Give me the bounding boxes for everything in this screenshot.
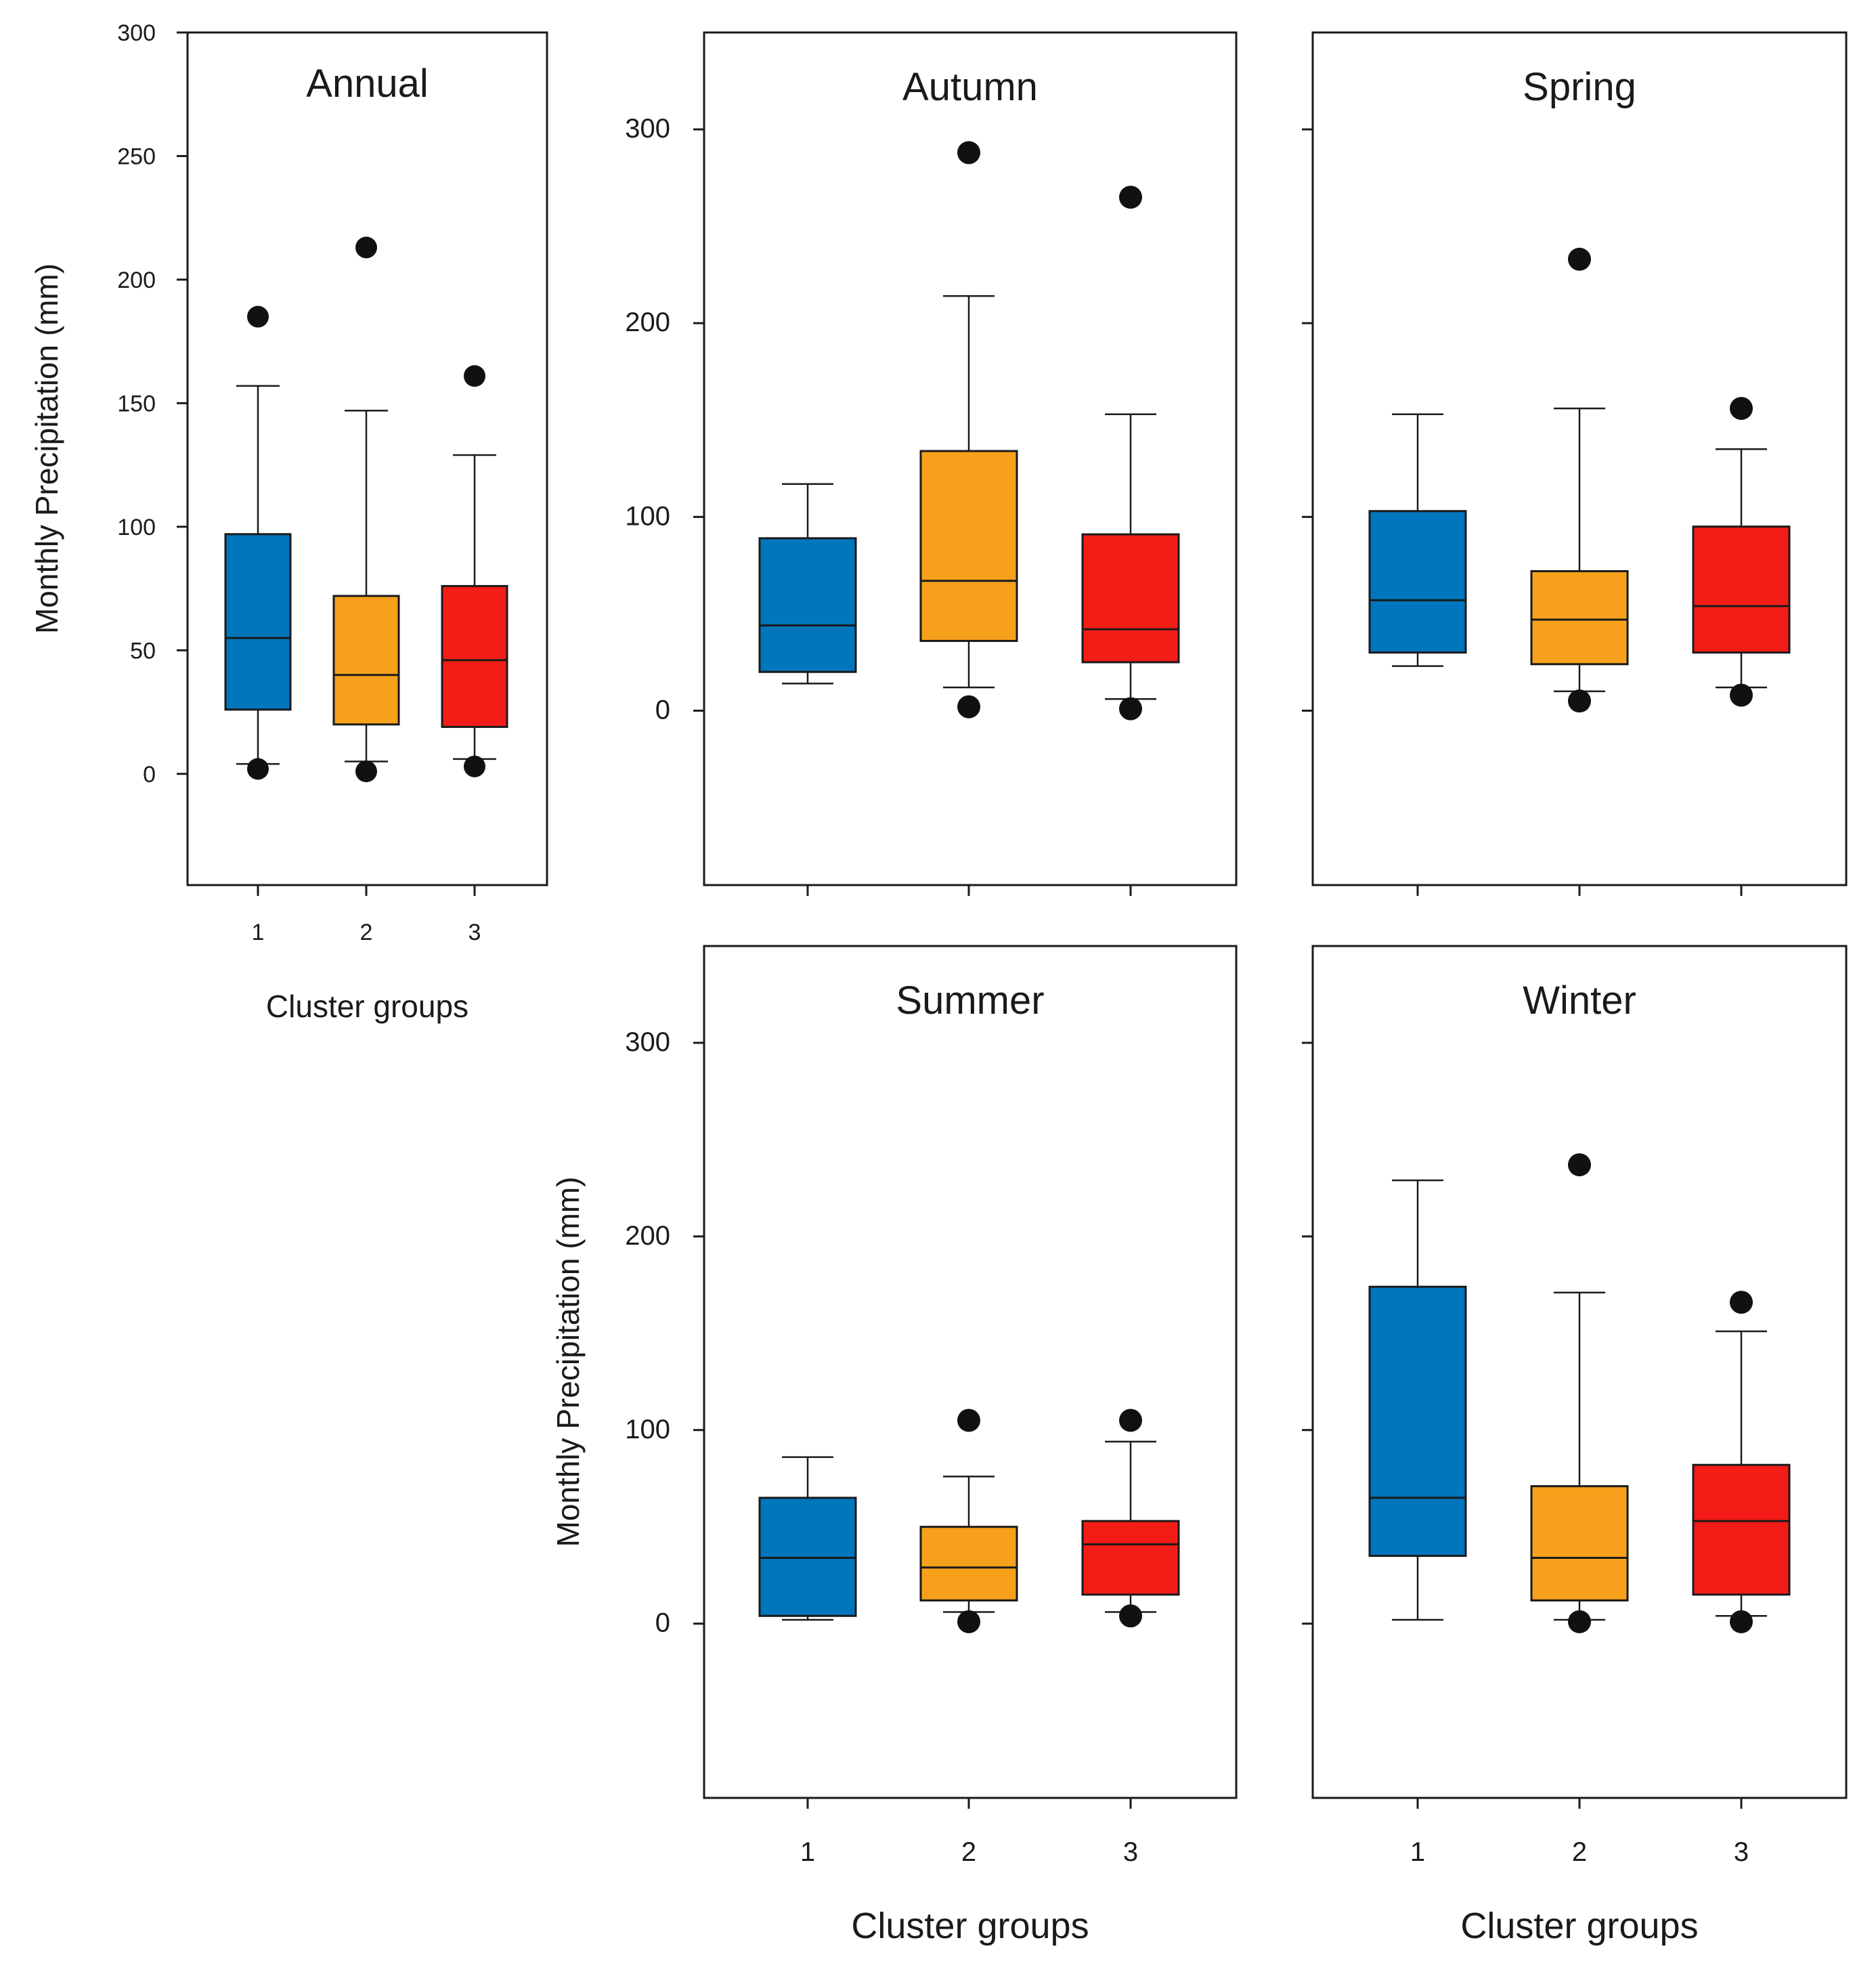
outlier-point bbox=[957, 1610, 980, 1633]
outlier-point bbox=[1119, 1409, 1142, 1432]
box-group-1 bbox=[758, 1456, 857, 1621]
box-group-2 bbox=[1530, 1153, 1629, 1633]
y-tick-label: 200 bbox=[117, 267, 156, 293]
panel-title: Annual bbox=[306, 62, 429, 106]
x-axis-label: Cluster groups bbox=[1460, 1906, 1698, 1946]
outlier-point bbox=[957, 695, 980, 718]
x-tick-label: 3 bbox=[468, 920, 481, 945]
plot-frame bbox=[703, 945, 1238, 1799]
y-tick-label: 50 bbox=[130, 638, 156, 664]
y-tick-label: 300 bbox=[117, 20, 156, 46]
outlier-point bbox=[1568, 689, 1591, 713]
x-tick-label: 3 bbox=[1123, 1837, 1138, 1867]
outlier-point bbox=[355, 760, 377, 783]
y-axis-label: Monthly Precipitation (mm) bbox=[550, 1176, 586, 1547]
box-iqr bbox=[1692, 1463, 1791, 1596]
outlier-point bbox=[1568, 1610, 1591, 1633]
y-tick-label: 300 bbox=[625, 1027, 670, 1057]
x-tick-label: 2 bbox=[1572, 1837, 1587, 1867]
panel-autumn: Autumn 0 100 200 300 bbox=[625, 31, 1238, 896]
y-tick-label: 100 bbox=[117, 515, 156, 540]
panel-title: Spring bbox=[1523, 65, 1636, 109]
outlier-point bbox=[1730, 683, 1753, 707]
box-iqr bbox=[758, 537, 857, 673]
plot-frame bbox=[703, 31, 1238, 886]
box-group-3 bbox=[1692, 397, 1791, 707]
box-group-2 bbox=[1530, 247, 1629, 713]
box-iqr bbox=[224, 533, 292, 711]
y-tick-label: 250 bbox=[117, 144, 156, 169]
box-iqr bbox=[1081, 533, 1180, 664]
box-group-1 bbox=[224, 305, 292, 780]
box-group-1 bbox=[1368, 1179, 1467, 1621]
outlier-point bbox=[957, 141, 980, 165]
y-tick-label: 200 bbox=[625, 307, 670, 337]
panel-winter: Winter 1 2 3 Cluster groups bbox=[1302, 945, 1848, 1946]
box-iqr bbox=[1530, 570, 1629, 666]
plot-frame bbox=[186, 31, 548, 886]
y-tick-label: 0 bbox=[143, 762, 156, 788]
outlier-point bbox=[1119, 186, 1142, 209]
x-tick-label: 1 bbox=[1410, 1837, 1425, 1867]
outlier-point bbox=[247, 305, 269, 328]
y-tick-label: 150 bbox=[117, 391, 156, 416]
outlier-point bbox=[1730, 1610, 1753, 1633]
box-iqr bbox=[919, 1526, 1018, 1602]
y-tick-label: 300 bbox=[625, 114, 670, 144]
panel-summer: Summer 0 100 200 300 1 2 3 Cluster groups Monthly… bbox=[550, 945, 1238, 1946]
box-group-3 bbox=[441, 365, 508, 777]
y-tick-label: 200 bbox=[625, 1221, 670, 1251]
y-tick-label: 0 bbox=[655, 695, 670, 725]
x-axis-label: Cluster groups bbox=[851, 1906, 1089, 1946]
x-tick-label: 2 bbox=[961, 1837, 976, 1867]
outlier-point bbox=[464, 755, 485, 777]
box-iqr bbox=[1368, 1285, 1467, 1558]
y-axis-label: Monthly Precipitation (mm) bbox=[29, 263, 64, 634]
x-axis-label: Cluster groups bbox=[266, 989, 468, 1024]
box-group-1 bbox=[758, 483, 857, 685]
box-group-3 bbox=[1081, 186, 1180, 721]
y-tick-label: 0 bbox=[655, 1608, 670, 1638]
outlier-point bbox=[1568, 1153, 1591, 1177]
x-tick-label: 3 bbox=[1734, 1837, 1749, 1867]
box-group-2 bbox=[332, 236, 400, 783]
outlier-point bbox=[1568, 247, 1591, 271]
outlier-point bbox=[1119, 1604, 1142, 1628]
outlier-point bbox=[464, 365, 485, 387]
panel-title: Autumn bbox=[902, 65, 1038, 109]
box-iqr bbox=[1692, 525, 1791, 654]
box-iqr bbox=[1368, 510, 1467, 654]
outlier-point bbox=[247, 758, 269, 780]
box-iqr bbox=[441, 584, 508, 728]
x-tick-label: 1 bbox=[252, 920, 265, 945]
box-group-2 bbox=[919, 1409, 1018, 1633]
outlier-point bbox=[957, 1409, 980, 1432]
outlier-point bbox=[1730, 1291, 1753, 1314]
box-group-1 bbox=[1368, 413, 1467, 667]
box-group-2 bbox=[919, 141, 1018, 718]
box-iqr bbox=[1530, 1485, 1629, 1602]
box-iqr bbox=[332, 595, 400, 726]
outlier-point bbox=[1119, 697, 1142, 721]
panel-spring: Spring bbox=[1302, 31, 1848, 896]
y-tick-label: 100 bbox=[625, 501, 670, 531]
x-tick-label: 1 bbox=[800, 1837, 815, 1867]
x-tick-label: 2 bbox=[360, 920, 373, 945]
outlier-point bbox=[1730, 397, 1753, 421]
panel-title: Winter bbox=[1523, 979, 1636, 1023]
panel-title: Summer bbox=[896, 979, 1044, 1023]
box-group-3 bbox=[1081, 1409, 1180, 1628]
outlier-point bbox=[355, 236, 377, 259]
box-iqr bbox=[1081, 1520, 1180, 1596]
box-iqr bbox=[919, 450, 1018, 642]
y-tick-label: 100 bbox=[625, 1415, 670, 1444]
box-group-3 bbox=[1692, 1291, 1791, 1633]
panel-annual: Annual 0 50 100 150 200 250 300 1 2 3 Cluster group… bbox=[29, 20, 548, 1024]
